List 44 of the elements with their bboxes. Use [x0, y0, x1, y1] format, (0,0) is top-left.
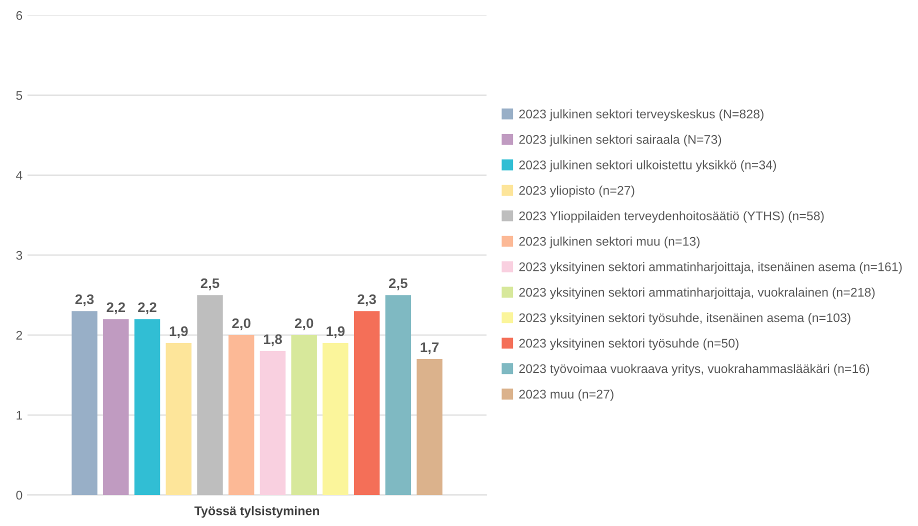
data-label: 2,2 — [106, 302, 125, 314]
y-tick-label: 1 — [16, 410, 22, 420]
data-label: 2,3 — [358, 294, 376, 306]
legend-label: 2023 työvoimaa vuokraava yritys, vuokrahammaslääkäri (n=16) — [519, 364, 870, 376]
data-label: 1,9 — [326, 326, 345, 338]
y-tick-label: 2 — [16, 330, 22, 340]
legend-label: 2023 muu (n=27) — [519, 389, 614, 402]
legend-label: 2023 yksityinen sektori työsuhde, itsenäinen asema (n=103) — [519, 312, 850, 325]
legend-label: 2023 yksityinen sektori työsuhde (n=50) — [519, 338, 738, 350]
data-label: 2,5 — [200, 278, 220, 290]
bar — [166, 343, 192, 495]
legend-label: 2023 julkinen sektori terveyskeskus (N=828) — [519, 109, 764, 121]
legend-label: 2023 julkinen sektori sairaala (N=73) — [519, 134, 722, 146]
data-label: 2,0 — [232, 318, 250, 330]
data-label: 1,7 — [420, 342, 439, 354]
data-label: 2,0 — [294, 318, 314, 330]
legend-label: 2023 julkinen sektori ulkoistettu yksikkö (n=34) — [519, 160, 776, 172]
bar — [134, 319, 160, 495]
data-label: 2,3 — [75, 294, 94, 306]
legend-label: 2023 yksityinen sektori ammatinharjoittaja, vuokralainen (n=218) — [519, 288, 875, 300]
legend-label: 2023 yliopisto (n=27) — [519, 186, 634, 198]
legend-label: 2023 yksityinen sektori ammatinharjoittaja, itsenäinen asema (n=161) — [519, 262, 902, 274]
bar — [291, 335, 317, 495]
bar — [228, 335, 254, 495]
data-label: 2,5 — [389, 278, 408, 290]
bar — [72, 311, 98, 495]
data-label: 1,9 — [170, 326, 188, 338]
bar — [103, 319, 129, 495]
legend-label: 2023 julkinen sektori muu (n=13) — [519, 236, 700, 248]
data-label: 2,2 — [138, 302, 156, 314]
x-tick-label: Työssä tylsistyminen — [194, 506, 320, 518]
bar — [385, 295, 412, 495]
bar — [322, 343, 348, 495]
bar — [197, 295, 223, 495]
bar — [260, 351, 286, 495]
y-tick-label: 3 — [16, 250, 22, 260]
data-label: 1,8 — [264, 334, 282, 346]
y-tick-label: 0 — [16, 490, 22, 500]
y-tick-label: 5 — [16, 91, 22, 100]
legend-label: 2023 Ylioppilaiden terveydenhoitosäätiö (YTHS) (n=58) — [519, 211, 824, 223]
bar — [354, 311, 380, 495]
bar — [416, 359, 442, 495]
y-tick-label: 6 — [16, 11, 22, 20]
y-tick-label: 4 — [16, 171, 22, 180]
